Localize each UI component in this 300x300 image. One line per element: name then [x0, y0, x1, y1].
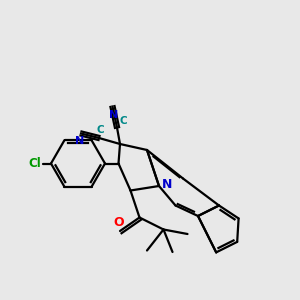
Text: C: C — [96, 125, 104, 135]
Text: N: N — [109, 110, 118, 119]
Text: Cl: Cl — [29, 157, 41, 170]
Text: O: O — [113, 217, 124, 230]
Text: N: N — [75, 136, 84, 146]
Text: N: N — [162, 178, 172, 191]
Text: C: C — [120, 116, 127, 126]
